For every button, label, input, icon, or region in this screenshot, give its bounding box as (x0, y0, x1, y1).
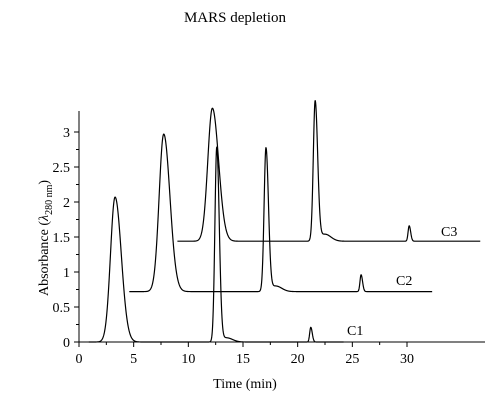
x-tick-label: 30 (400, 352, 414, 367)
x-tick-label: 15 (236, 352, 250, 367)
y-tick-label: 1 (63, 266, 70, 281)
x-tick-label: 20 (291, 352, 305, 367)
axes (78, 111, 485, 343)
y-axis-title-close: ) (37, 180, 52, 185)
x-tick-label: 25 (345, 352, 359, 367)
y-axis-title-text: Absorbance (λ280 nm) (37, 180, 55, 296)
tick-marks (74, 131, 408, 347)
y-axis-title: Absorbance (λ280 nm) (37, 180, 55, 296)
y-tick-label: 1.5 (53, 231, 71, 246)
y-tick-label: 0 (63, 336, 70, 351)
y-axis-title-main: Absorbance ( (37, 221, 52, 296)
x-tick-label: 5 (130, 352, 137, 367)
y-tick-label: 3 (63, 126, 70, 141)
series-label-c2: C2 (396, 274, 412, 289)
series-label-c1: C1 (347, 324, 363, 339)
series-labels: C1 C2 C3 (347, 225, 457, 339)
y-tick-label: 0.5 (53, 301, 71, 316)
series-trace-c3 (177, 100, 481, 242)
series-traces (88, 100, 481, 343)
series-label-c3: C3 (441, 225, 457, 240)
y-axis-title-symbol: λ (37, 215, 52, 222)
series-trace-c2 (128, 133, 433, 293)
y-tick-label: 2.5 (53, 161, 71, 176)
x-tick-label: 10 (181, 352, 195, 367)
series-trace-c1 (88, 146, 344, 343)
x-axis-title: Time (min) (213, 377, 277, 392)
x-tick-label: 0 (76, 352, 83, 367)
chart-title: MARS depletion (184, 10, 287, 26)
y-tick-label: 2 (63, 196, 70, 211)
tick-labels: 0 5 10 15 20 25 30 0 0.5 1 1.5 2 2.5 3 (53, 126, 415, 367)
y-axis-title-subscript: 280 nm (44, 184, 55, 215)
